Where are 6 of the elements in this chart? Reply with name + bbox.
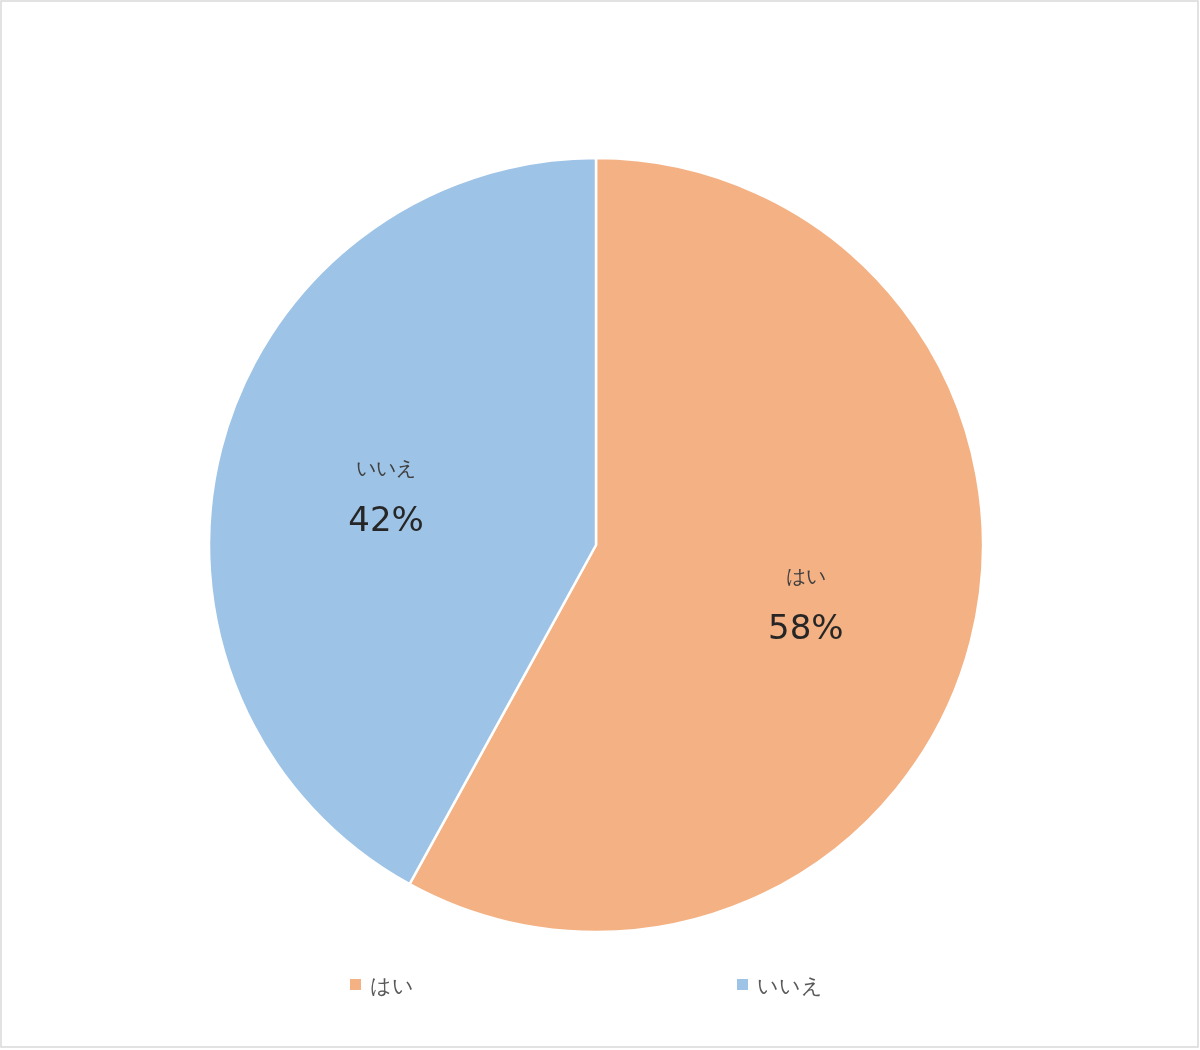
data-label: 58% [768, 606, 844, 647]
slice-label: はい [785, 563, 826, 588]
slice-label: いいえ [356, 456, 417, 481]
legend-label: はい [370, 974, 414, 998]
data-label: 42% [348, 499, 424, 540]
legend-label: いいえ [757, 974, 823, 998]
